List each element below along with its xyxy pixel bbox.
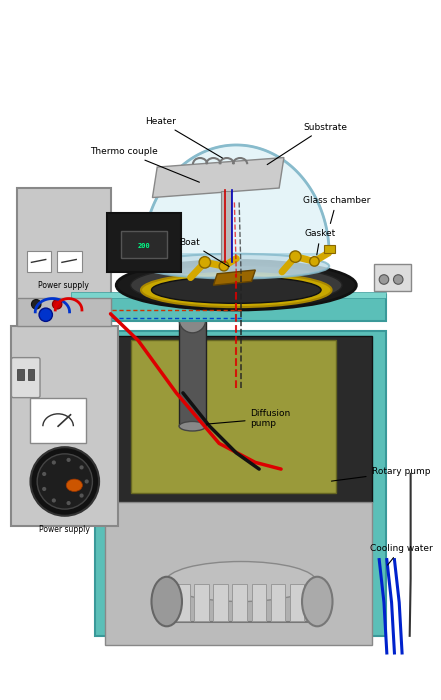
Circle shape	[393, 274, 403, 284]
Text: Power supply: Power supply	[39, 524, 90, 533]
Circle shape	[30, 447, 99, 516]
Bar	[232, 584, 247, 621]
Circle shape	[39, 308, 52, 321]
Bar	[271, 584, 285, 621]
Text: Power supply: Power supply	[38, 281, 89, 290]
Circle shape	[79, 466, 84, 470]
Ellipse shape	[179, 307, 206, 316]
Bar	[105, 503, 372, 645]
Circle shape	[310, 257, 319, 266]
Bar	[121, 231, 167, 258]
Circle shape	[37, 454, 93, 509]
Text: Gasket: Gasket	[305, 230, 336, 255]
Bar	[176, 584, 190, 621]
Text: Heater: Heater	[145, 117, 222, 158]
Bar	[57, 251, 82, 272]
Circle shape	[31, 300, 41, 309]
Circle shape	[85, 480, 89, 484]
Circle shape	[219, 261, 229, 271]
Circle shape	[67, 501, 71, 505]
Circle shape	[42, 487, 46, 491]
Circle shape	[379, 274, 389, 284]
Bar	[71, 292, 386, 298]
Bar	[374, 265, 411, 291]
Ellipse shape	[66, 479, 82, 491]
Bar	[251, 584, 266, 621]
Polygon shape	[213, 270, 255, 285]
Ellipse shape	[166, 576, 316, 616]
Ellipse shape	[152, 276, 321, 303]
Text: Thermo couple: Thermo couple	[90, 147, 199, 182]
Circle shape	[179, 306, 206, 333]
Bar	[167, 582, 317, 622]
Circle shape	[79, 494, 84, 498]
Polygon shape	[143, 145, 329, 255]
Bar	[131, 340, 336, 493]
Bar	[179, 312, 206, 426]
Bar	[324, 245, 335, 253]
Ellipse shape	[141, 273, 332, 307]
Circle shape	[52, 300, 62, 309]
Ellipse shape	[302, 577, 333, 626]
Polygon shape	[153, 158, 284, 197]
Text: Substrate: Substrate	[267, 122, 347, 164]
Bar	[17, 188, 111, 326]
Bar	[26, 251, 52, 272]
Text: 200: 200	[138, 243, 150, 249]
Text: Boat: Boat	[179, 238, 229, 267]
Bar	[71, 295, 386, 321]
Ellipse shape	[116, 260, 356, 310]
Ellipse shape	[152, 577, 182, 626]
Text: Cooling water: Cooling water	[370, 544, 433, 565]
Ellipse shape	[179, 421, 206, 431]
Ellipse shape	[131, 265, 342, 305]
Bar	[17, 369, 24, 381]
Bar	[194, 584, 209, 621]
Bar	[107, 213, 181, 272]
Circle shape	[290, 251, 301, 262]
Bar	[213, 584, 228, 621]
Ellipse shape	[143, 254, 329, 279]
Bar	[11, 326, 118, 526]
Text: Rotary pump: Rotary pump	[332, 468, 430, 481]
Circle shape	[52, 498, 56, 503]
Circle shape	[52, 461, 56, 465]
Bar	[28, 369, 34, 381]
Circle shape	[67, 458, 71, 462]
Circle shape	[199, 257, 210, 268]
Text: Glass chamber: Glass chamber	[303, 196, 370, 223]
Bar	[105, 336, 372, 503]
Bar	[290, 584, 304, 621]
Bar	[30, 398, 86, 443]
Circle shape	[42, 472, 46, 476]
FancyBboxPatch shape	[11, 358, 40, 398]
Text: Diffusion
pump: Diffusion pump	[207, 409, 291, 428]
Bar	[221, 191, 231, 262]
Bar	[95, 331, 386, 636]
Polygon shape	[17, 298, 111, 326]
Ellipse shape	[166, 561, 316, 601]
